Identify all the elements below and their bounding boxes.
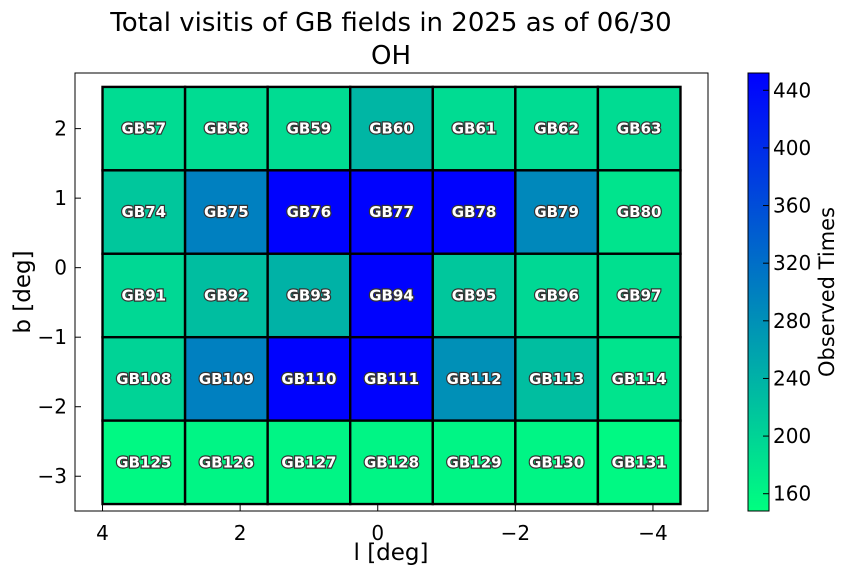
cell-label: GB63 <box>617 120 662 138</box>
cell-label: GB59 <box>287 120 332 138</box>
y-axis-label: b [deg] <box>10 250 36 333</box>
cell-label: GB74 <box>121 203 166 221</box>
heatmap-cell <box>101 169 187 255</box>
heatmap-cell <box>183 252 269 339</box>
plot-frame <box>74 72 709 512</box>
colorbar-tick-label: 360 <box>773 194 811 218</box>
cell-label: GB62 <box>534 120 579 138</box>
heatmap-cell <box>349 169 434 255</box>
heatmap-cell <box>101 335 187 422</box>
cell-label: GB78 <box>452 203 497 221</box>
cell-label: GB125 <box>116 453 171 471</box>
heatmap-cell <box>431 169 517 255</box>
heatmap-cells: GB57 GB58 GB59 GB60 GB61 GB62 GB63 GB74 GB75 GB76… <box>101 85 682 506</box>
y-tick-label: 0 <box>54 256 67 280</box>
chart-title: Total visitis of GB fields in 2025 as of… <box>109 8 671 38</box>
heatmap-cell <box>183 419 269 506</box>
cell-label: GB127 <box>281 453 336 471</box>
cell-label: GB79 <box>534 203 579 221</box>
colorbar-ticks: 160 200 240 280 320 360 400 440 <box>763 78 811 506</box>
heatmap-cell <box>349 419 434 506</box>
cell-label: GB129 <box>447 453 502 471</box>
colorbar-tick-label: 240 <box>773 366 811 390</box>
x-axis: 4 2 0 −2 −4 <box>96 505 668 545</box>
colorbar <box>747 72 770 512</box>
chart-subtitle: OH <box>371 41 411 71</box>
heatmap-cell <box>101 252 187 339</box>
x-tick-label: 4 <box>96 521 109 545</box>
cell-label: GB60 <box>369 120 414 138</box>
cell-label: GB76 <box>287 203 332 221</box>
cell-label: GB77 <box>369 203 414 221</box>
y-tick-label: 2 <box>54 117 67 141</box>
cell-label: GB110 <box>281 370 336 388</box>
x-tick-label: 0 <box>371 521 384 545</box>
y-tick-label: 1 <box>54 186 67 210</box>
colorbar-tick-label: 160 <box>773 482 811 506</box>
cell-label: GB131 <box>612 453 667 471</box>
x-tick-label: −4 <box>638 521 667 545</box>
heatmap-cell <box>514 85 600 172</box>
heatmap-cell <box>431 335 517 422</box>
y-tick-label: −2 <box>38 395 67 419</box>
cell-label: GB114 <box>612 370 667 388</box>
heatmap-cell <box>266 252 352 339</box>
y-tick-label: −1 <box>38 325 67 349</box>
colorbar-tick-label: 320 <box>773 251 811 275</box>
heatmap-cell <box>101 419 187 506</box>
cell-label: GB61 <box>452 120 497 138</box>
cell-label: GB97 <box>617 286 662 304</box>
cell-label: GB94 <box>369 286 414 304</box>
heatmap-cell <box>183 335 269 422</box>
cell-label: GB96 <box>534 286 579 304</box>
heatmap-cell <box>596 419 682 506</box>
cell-label: GB126 <box>199 453 254 471</box>
heatmap-cell <box>596 169 682 255</box>
heatmap-cell <box>349 85 434 172</box>
x-tick-label: −2 <box>501 521 530 545</box>
cell-label: GB92 <box>204 286 249 304</box>
cell-label: GB58 <box>204 120 249 138</box>
cell-label: GB108 <box>116 370 171 388</box>
cell-label: GB111 <box>364 370 419 388</box>
cell-label: GB113 <box>529 370 584 388</box>
colorbar-tick-label: 200 <box>773 424 811 448</box>
cell-label: GB93 <box>287 286 332 304</box>
colorbar-tick-label: 400 <box>773 136 811 160</box>
heatmap-cell <box>596 85 682 172</box>
cell-label: GB95 <box>452 286 497 304</box>
heatmap-cell <box>266 419 352 506</box>
cell-label: GB57 <box>121 120 166 138</box>
heatmap-cell <box>183 169 269 255</box>
heatmap-cell <box>514 252 600 339</box>
cell-label: GB75 <box>204 203 249 221</box>
y-axis: 2 1 0 −1 −2 −3 <box>38 117 81 488</box>
cell-label: GB109 <box>199 370 254 388</box>
colorbar-label: Observed Times <box>815 207 839 377</box>
cell-label: GB130 <box>529 453 584 471</box>
cell-label: GB91 <box>121 286 166 304</box>
heatmap-cell <box>514 335 600 422</box>
y-tick-label: −3 <box>38 464 67 488</box>
x-axis-label: l [deg] <box>354 540 429 566</box>
x-tick-label: 2 <box>234 521 247 545</box>
colorbar-tick-label: 280 <box>773 309 811 333</box>
cell-label: GB80 <box>617 203 662 221</box>
cell-label: GB112 <box>447 370 502 388</box>
cell-label: GB128 <box>364 453 419 471</box>
colorbar-tick-label: 440 <box>773 78 811 102</box>
